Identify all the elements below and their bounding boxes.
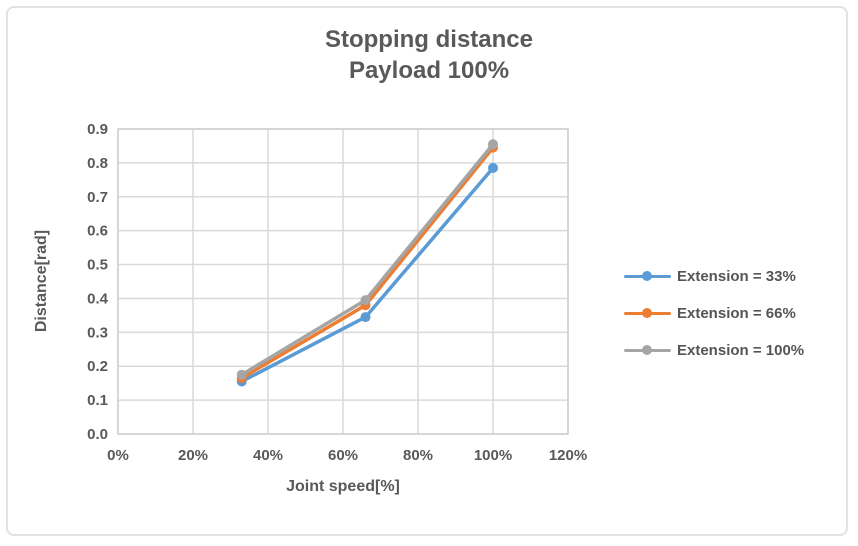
x-tick-label: 120%	[549, 447, 587, 464]
legend: Extension = 33% Extension = 66% Extensio…	[624, 265, 804, 361]
legend-label: Extension = 66%	[677, 304, 796, 322]
chart-frame	[6, 6, 848, 536]
data-point-marker	[488, 162, 498, 173]
y-tick-label: 0.8	[87, 155, 108, 172]
x-tick-label: 0%	[107, 447, 129, 464]
y-tick-label: 0.9	[87, 121, 108, 138]
y-tick-label: 0.6	[87, 223, 108, 240]
series-line	[240, 145, 495, 380]
legend-label: Extension = 33%	[677, 267, 796, 285]
x-axis-title: Joint speed[%]	[286, 478, 400, 495]
plot-border	[117, 128, 569, 435]
x-tick-label: 60%	[328, 447, 358, 464]
x-tick-label: 100%	[474, 447, 512, 464]
legend-item-extension-33[interactable]: Extension = 33%	[624, 265, 804, 287]
series-line	[240, 166, 495, 384]
y-tick-label: 0.7	[87, 189, 108, 206]
legend-swatch-icon	[624, 344, 671, 356]
series-line	[240, 142, 495, 377]
x-tick-label: 80%	[403, 447, 433, 464]
data-point-marker	[236, 369, 247, 380]
legend-swatch-icon	[624, 270, 671, 282]
chart-subtitle: Payload 100%	[348, 57, 510, 84]
data-point-marker	[360, 295, 371, 306]
y-tick-label: 0.5	[87, 257, 108, 274]
y-tick-label: 0.1	[87, 392, 108, 409]
legend-label: Extension = 100%	[677, 341, 805, 359]
x-tick-label: 40%	[253, 447, 283, 464]
data-point-marker	[360, 312, 371, 323]
legend-item-extension-100[interactable]: Extension = 100%	[624, 339, 804, 361]
y-tick-label: 0.2	[87, 358, 108, 375]
legend-swatch-icon	[624, 307, 671, 319]
chart-title: Stopping distance	[324, 26, 533, 53]
y-tick-label: 0.3	[87, 324, 108, 341]
y-tick-label: 0.0	[87, 426, 108, 443]
x-tick-label: 20%	[178, 447, 208, 464]
legend-item-extension-66[interactable]: Extension = 66%	[624, 302, 804, 324]
y-tick-label: 0.4	[87, 290, 109, 307]
data-point-marker	[488, 139, 498, 150]
chart-title-block: Stopping distance Payload 100%	[0, 24, 858, 86]
